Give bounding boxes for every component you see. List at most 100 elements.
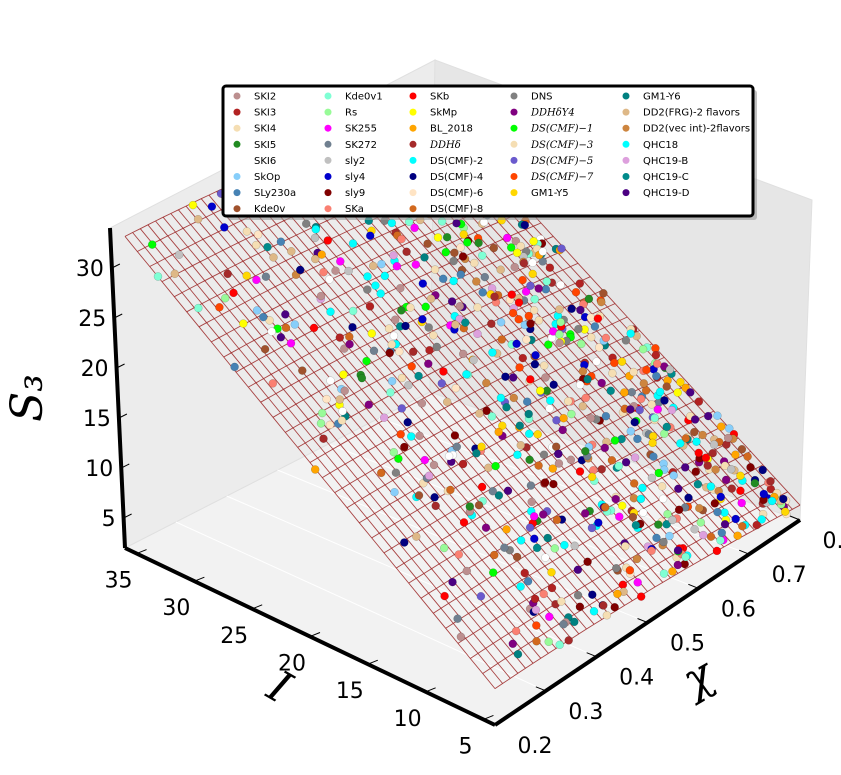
data-point (530, 360, 540, 369)
data-point (481, 523, 491, 532)
data-point (260, 344, 270, 354)
data-point (716, 422, 726, 431)
data-point (594, 518, 603, 527)
data-point (317, 250, 326, 259)
surface-line-chi (193, 202, 564, 644)
floor-gridline (226, 495, 597, 658)
data-point (512, 552, 522, 562)
data-point (525, 523, 535, 532)
surface-line-chi (254, 173, 625, 606)
data-point (396, 283, 405, 293)
data-point (600, 503, 610, 512)
legend-marker (409, 124, 417, 132)
data-point (502, 525, 511, 534)
legend-label: DD2(vec int)-2flavors (643, 124, 750, 135)
legend-marker (409, 156, 417, 164)
data-point (298, 366, 307, 375)
data-point (455, 301, 465, 311)
data-point (574, 324, 583, 334)
data-point (720, 520, 730, 529)
data-point (514, 298, 524, 307)
data-point (229, 288, 238, 298)
data-point (396, 430, 405, 439)
data-point (610, 436, 620, 445)
legend-label: SKI2 (254, 92, 276, 103)
data-point (554, 449, 563, 459)
data-point (713, 507, 722, 517)
data-point (223, 269, 232, 279)
data-point (311, 254, 320, 264)
data-point (391, 468, 401, 477)
data-point (638, 344, 648, 354)
data-point (458, 459, 468, 469)
data-point (543, 533, 552, 543)
surface-line-chi (223, 187, 595, 625)
surface-line-chi (277, 163, 648, 592)
data-point (477, 442, 486, 451)
data-point (694, 448, 703, 458)
data-point (389, 331, 399, 341)
legend-label: QHC19-C (643, 172, 689, 183)
legend-label: DS(CMF)-8 (430, 204, 483, 215)
data-point (737, 498, 746, 508)
data-point (524, 429, 534, 439)
data-point (295, 265, 305, 275)
legend-marker (510, 140, 518, 148)
data-point (524, 409, 533, 419)
legend-label: DD2(FRG)-2 flavors (643, 108, 740, 119)
data-point (694, 397, 704, 406)
data-point (583, 375, 592, 384)
data-point (425, 345, 434, 355)
data-point (489, 243, 499, 253)
data-point (614, 461, 624, 471)
legend-label: Kde0v1 (345, 92, 383, 103)
data-point (638, 508, 648, 517)
data-point (379, 413, 389, 422)
data-point (512, 339, 521, 349)
data-point (456, 243, 465, 252)
data-point (554, 459, 564, 468)
data-point (462, 566, 472, 576)
data-point (559, 620, 568, 629)
x-tick-label: 0.7 (772, 563, 807, 588)
data-point (654, 520, 663, 529)
data-point (400, 442, 409, 452)
data-point (597, 465, 606, 474)
data-point (586, 313, 596, 322)
data-point (647, 400, 656, 409)
data-point (663, 509, 672, 519)
data-point (469, 355, 478, 365)
y-tick-label: 30 (162, 596, 190, 621)
data-point (252, 275, 261, 285)
data-point (488, 568, 498, 577)
data-point (534, 284, 543, 293)
x-tick-label: 0.2 (518, 734, 553, 759)
data-point (424, 359, 433, 369)
data-point (394, 454, 403, 463)
data-point (567, 409, 576, 419)
data-point (593, 314, 603, 323)
data-point (611, 494, 620, 504)
data-point (674, 484, 683, 494)
data-point (583, 557, 592, 567)
data-point (716, 536, 725, 545)
legend-marker (324, 189, 332, 197)
legend-label: sly9 (345, 188, 365, 199)
data-point (587, 523, 597, 533)
data-point (527, 497, 536, 507)
data-point (544, 340, 553, 349)
data-point (630, 453, 640, 462)
data-point (767, 496, 777, 506)
data-point (301, 219, 311, 228)
data-point (363, 272, 372, 281)
legend-label: GM1-Y6 (643, 92, 681, 103)
legend-label: DS(CMF)-6 (430, 188, 483, 199)
data-point (681, 552, 690, 562)
data-point (344, 266, 353, 276)
data-point (653, 405, 663, 414)
legend-label: GM1-Y5 (531, 188, 569, 199)
data-point (357, 373, 367, 383)
data-point (626, 329, 635, 338)
data-point (496, 265, 505, 274)
data-point (665, 365, 675, 374)
